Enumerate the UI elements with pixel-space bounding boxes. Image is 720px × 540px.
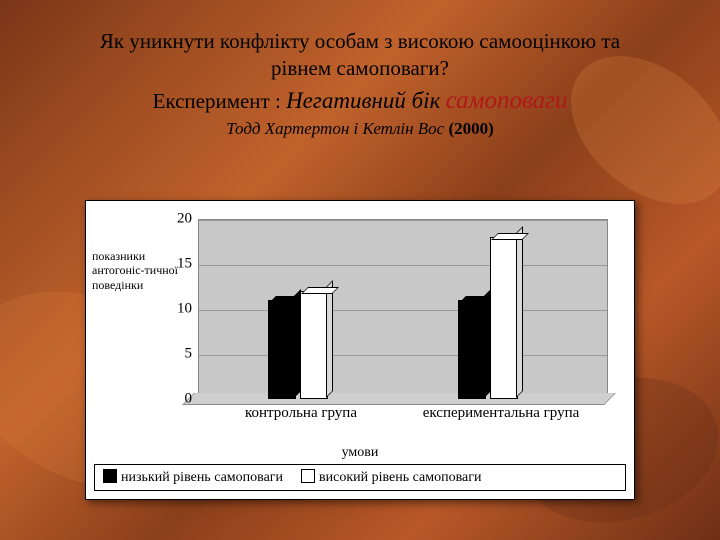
x-category-0: контрольна група — [206, 405, 396, 422]
bar — [458, 300, 486, 399]
legend-item-1: високий рівень самоповаги — [301, 469, 481, 486]
bars-layer — [198, 219, 608, 399]
legend-label-0: низький рівень самоповаги — [121, 470, 283, 485]
y-tick-label: 15 — [177, 256, 198, 273]
legend-item-0: низький рівень самоповаги — [103, 469, 283, 486]
experiment-prefix: Експеримент : — [153, 89, 287, 113]
y-tick-label: 10 — [177, 301, 198, 318]
legend-swatch-white — [301, 469, 315, 483]
bar — [300, 291, 328, 399]
experiment-red: самоповаги — [446, 87, 568, 114]
y-tick-label: 5 — [185, 346, 199, 363]
y-tick-label: 20 — [177, 211, 198, 228]
chart-panel: показники антогоніс-тичної поведінки 051… — [85, 200, 635, 500]
plot-area: 05101520 — [198, 219, 608, 399]
legend: низький рівень самоповаги високий рівень… — [94, 464, 626, 491]
bar — [268, 300, 296, 399]
authors-year: (2000) — [448, 119, 493, 138]
legend-label-1: високий рівень самоповаги — [319, 470, 481, 485]
title-line-1: Як уникнути конфлікту особам з високою с… — [50, 28, 670, 55]
legend-swatch-black — [103, 469, 117, 483]
authors-names: Тодд Хартертон і Кетлін Вос — [226, 119, 448, 138]
bar — [490, 237, 518, 399]
x-axis-label: умови — [86, 445, 634, 461]
x-category-1: експериментальна група — [396, 405, 606, 422]
experiment-negative: Негативний бік — [286, 88, 440, 113]
y-axis-label: показники антогоніс-тичної поведінки — [92, 249, 188, 292]
y-tick-label: 0 — [185, 391, 199, 408]
